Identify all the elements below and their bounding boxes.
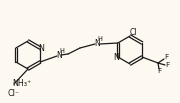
Text: F: F — [157, 68, 161, 74]
Text: N: N — [94, 39, 100, 47]
Text: N: N — [56, 50, 62, 60]
Text: NH₃⁺: NH₃⁺ — [12, 80, 32, 88]
Text: F: F — [165, 62, 169, 68]
Text: N: N — [113, 53, 119, 61]
Text: Cl⁻: Cl⁻ — [8, 88, 20, 98]
Text: Cl: Cl — [129, 28, 137, 36]
Text: H: H — [98, 36, 102, 42]
Text: F: F — [164, 54, 168, 60]
Text: H: H — [60, 48, 64, 54]
Text: N: N — [38, 43, 44, 53]
